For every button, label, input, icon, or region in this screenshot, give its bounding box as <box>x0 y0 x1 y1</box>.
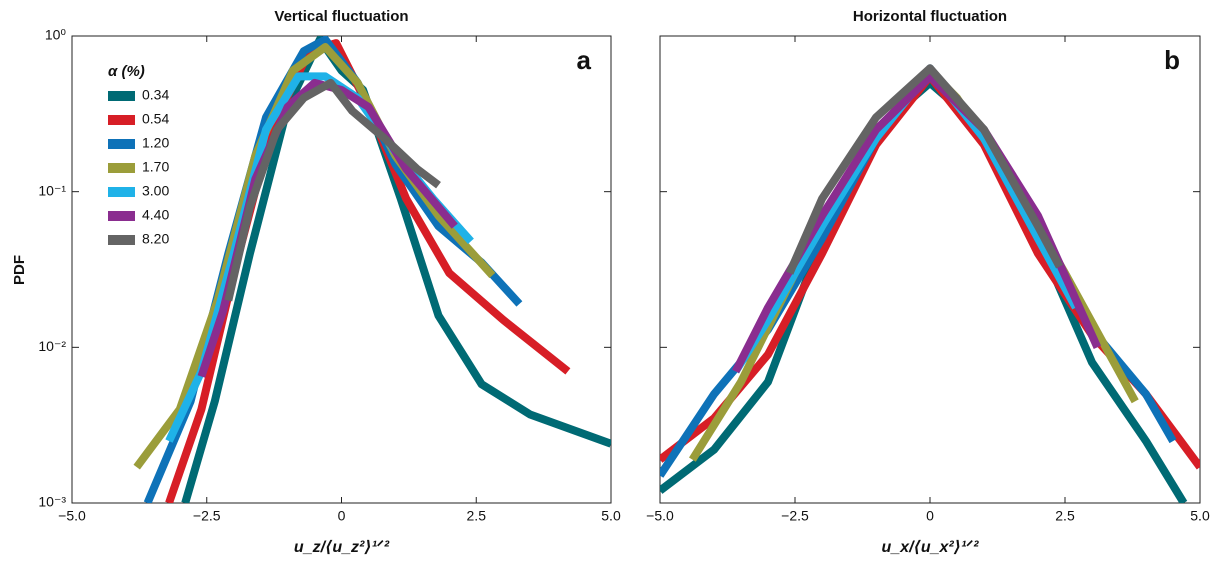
legend-swatch <box>108 115 135 125</box>
chart-title: Vertical fluctuation <box>274 8 408 25</box>
x-tick-label: 2.5 <box>467 508 487 524</box>
legend-swatch <box>108 211 135 221</box>
legend-label: 0.34 <box>142 87 169 103</box>
data-line <box>181 36 611 503</box>
data-line <box>197 78 458 378</box>
legend-title: α (%) <box>108 63 145 80</box>
x-tick-label: −5.0 <box>646 508 674 524</box>
y-tick-label: 10⁻³ <box>38 494 66 510</box>
data-line <box>224 78 441 302</box>
y-tick-label: 10⁻¹ <box>38 182 66 198</box>
chart-title: Horizontal fluctuation <box>853 8 1007 25</box>
legend-swatch <box>108 187 135 197</box>
data-line <box>785 64 1064 275</box>
plot-frame <box>71 35 612 504</box>
y-tick-label: 10⁻² <box>38 338 66 354</box>
legend-label: 8.20 <box>142 231 169 247</box>
legend-swatch <box>108 163 135 173</box>
legend-label: 1.20 <box>142 135 169 151</box>
x-tick-label: 5.0 <box>1190 508 1210 524</box>
legend-label: 1.70 <box>142 159 169 175</box>
x-tick-label: −2.5 <box>193 508 221 524</box>
x-axis-label: u_z/⟨u_z²⟩¹ᐟ² <box>294 539 390 556</box>
panel-letter: a <box>577 45 592 75</box>
y-axis-label: PDF <box>11 255 28 285</box>
legend-label: 0.54 <box>142 111 169 127</box>
x-tick-label: 0 <box>926 508 934 524</box>
data-line <box>689 66 1139 462</box>
plot-frame <box>659 35 1201 504</box>
x-axis-label: u_x/⟨u_x²⟩¹ᐟ² <box>882 539 980 556</box>
legend-swatch <box>108 91 135 101</box>
legend-label: 4.40 <box>142 207 169 223</box>
y-tick-label: 10⁰ <box>45 27 67 43</box>
x-tick-label: 2.5 <box>1055 508 1075 524</box>
panel-letter: b <box>1164 45 1180 75</box>
legend-swatch <box>108 139 135 149</box>
legend-swatch <box>108 235 135 245</box>
x-tick-label: −5.0 <box>58 508 86 524</box>
legend-label: 3.00 <box>142 183 169 199</box>
x-tick-label: 5.0 <box>601 508 621 524</box>
data-line <box>732 72 1102 374</box>
x-tick-label: 0 <box>338 508 346 524</box>
x-tick-label: −2.5 <box>781 508 809 524</box>
data-line <box>660 78 1188 503</box>
